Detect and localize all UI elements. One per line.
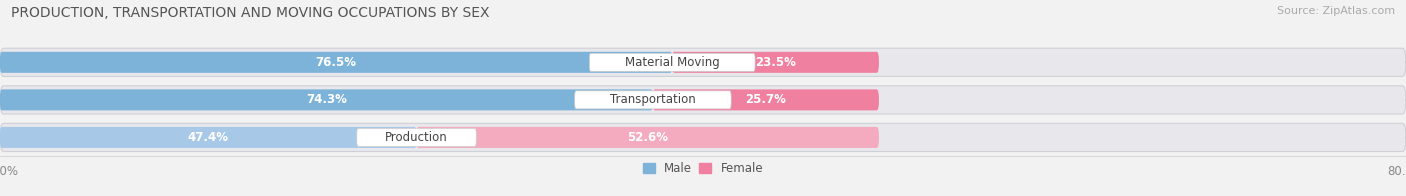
FancyBboxPatch shape <box>672 52 879 73</box>
Text: 25.7%: 25.7% <box>745 93 786 106</box>
Text: 47.4%: 47.4% <box>188 131 229 144</box>
Text: Source: ZipAtlas.com: Source: ZipAtlas.com <box>1277 6 1395 16</box>
Text: 52.6%: 52.6% <box>627 131 668 144</box>
FancyBboxPatch shape <box>0 127 416 148</box>
FancyBboxPatch shape <box>357 128 477 146</box>
FancyBboxPatch shape <box>0 123 1406 152</box>
FancyBboxPatch shape <box>0 86 1406 114</box>
Text: 74.3%: 74.3% <box>307 93 347 106</box>
Text: PRODUCTION, TRANSPORTATION AND MOVING OCCUPATIONS BY SEX: PRODUCTION, TRANSPORTATION AND MOVING OC… <box>11 6 489 20</box>
Text: Transportation: Transportation <box>610 93 696 106</box>
Text: Material Moving: Material Moving <box>624 56 720 69</box>
FancyBboxPatch shape <box>0 48 1406 76</box>
FancyBboxPatch shape <box>0 89 654 110</box>
FancyBboxPatch shape <box>589 53 755 71</box>
FancyBboxPatch shape <box>575 91 731 109</box>
Text: 23.5%: 23.5% <box>755 56 796 69</box>
FancyBboxPatch shape <box>652 89 879 110</box>
Text: 76.5%: 76.5% <box>315 56 357 69</box>
Text: Production: Production <box>385 131 449 144</box>
Legend: Male, Female: Male, Female <box>641 160 765 177</box>
FancyBboxPatch shape <box>0 52 672 73</box>
FancyBboxPatch shape <box>416 127 879 148</box>
